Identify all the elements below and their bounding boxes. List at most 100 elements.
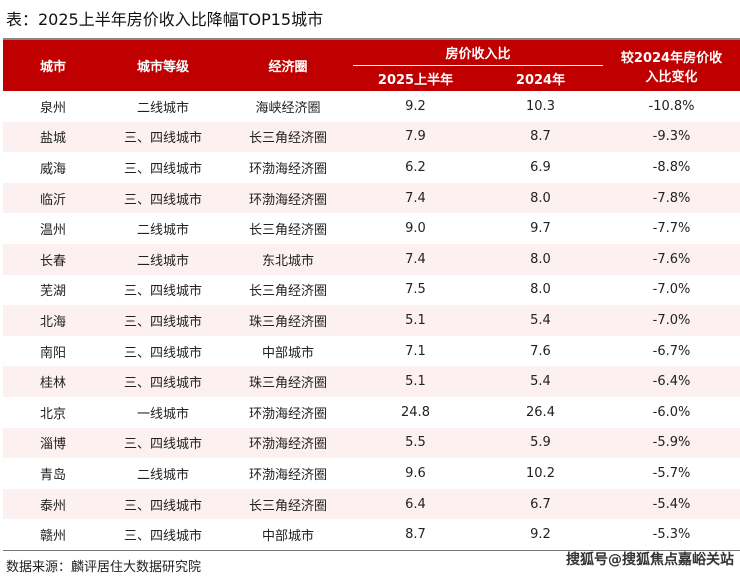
- cell-tier: 三、四线城市: [103, 488, 223, 520]
- cell-change: -5.3%: [603, 519, 740, 551]
- cell-change: -7.6%: [603, 243, 740, 275]
- cell-ratio-2025h1: 7.5: [405, 282, 426, 298]
- cell-zone: 长三角经济圈: [223, 121, 353, 153]
- cell-tier: 二线城市: [136, 223, 189, 239]
- header-change: 较2024年房价收入比变化: [603, 38, 740, 91]
- table-row: 南阳 三、四线城市 中部城市 7.1 7.6 -6.7%: [3, 336, 740, 367]
- table-row: 淄博 三、四线城市 环渤海经济圈 5.5 5.9 -5.9%: [3, 427, 740, 459]
- cell-ratio-2025h1: 7.4: [353, 182, 478, 214]
- cell-city: 北海: [3, 305, 103, 336]
- cell-zone: 长三角经济圈: [223, 488, 353, 520]
- cell-ratio-2024: 6.7: [478, 488, 603, 520]
- cell-tier: 三、四线城市: [103, 519, 223, 551]
- cell-ratio-2024: 6.9: [530, 159, 551, 175]
- cell-zone: 长三角经济圈: [248, 284, 327, 300]
- cell-city: 南阳: [39, 345, 66, 361]
- cell-tier: 三、四线城市: [103, 366, 223, 397]
- cell-change: -6.7%: [652, 343, 691, 359]
- table-row: 温州 二线城市 长三角经济圈 9.0 9.7 -7.7%: [3, 213, 740, 244]
- header-ratio-group: 房价收入比: [353, 38, 603, 66]
- table-row: 桂林 三、四线城市 珠三角经济圈 5.1 5.4 -6.4%: [3, 366, 740, 397]
- cell-ratio-2025h1: 5.5: [353, 427, 478, 459]
- table-row: 泰州 三、四线城市 长三角经济圈 6.4 6.7 -5.4%: [3, 488, 740, 520]
- cell-tier: 三、四线城市: [123, 284, 202, 300]
- cell-zone: 环渤海经济圈: [223, 427, 353, 459]
- cell-city: 盐城: [3, 121, 103, 153]
- cell-ratio-2024: 8.0: [530, 282, 551, 298]
- cell-tier: 三、四线城市: [103, 121, 223, 153]
- table-row: 临沂 三、四线城市 环渤海经济圈 7.4 8.0 -7.8%: [3, 182, 740, 214]
- cell-tier: 三、四线城市: [103, 305, 223, 336]
- cell-zone: 环渤海经济圈: [248, 467, 327, 483]
- cell-ratio-2025h1: 7.9: [353, 121, 478, 153]
- cell-tier: 二线城市: [136, 467, 189, 483]
- cell-ratio-2025h1: 6.2: [405, 159, 426, 175]
- cell-zone: 珠三角经济圈: [223, 366, 353, 397]
- cell-city: 青岛: [39, 467, 66, 483]
- cell-ratio-2024: 5.4: [478, 305, 603, 336]
- cell-tier: 三、四线城市: [123, 161, 202, 177]
- cell-change: -9.3%: [603, 121, 740, 153]
- table-row: 芜湖 三、四线城市 长三角经济圈 7.5 8.0 -7.0%: [3, 275, 740, 306]
- cell-change: -5.7%: [652, 465, 691, 481]
- cell-ratio-2025h1: 8.7: [353, 519, 478, 551]
- cell-zone: 环渤海经济圈: [248, 161, 327, 177]
- cell-ratio-2025h1: 9.2: [405, 98, 426, 114]
- cell-ratio-2025h1: 5.1: [353, 366, 478, 397]
- cell-tier: 二线城市: [136, 100, 189, 116]
- cell-change: -6.4%: [603, 366, 740, 397]
- table-row: 青岛 二线城市 环渤海经济圈 9.6 10.2 -5.7%: [3, 458, 740, 489]
- cell-zone: 环渤海经济圈: [248, 406, 327, 422]
- table-title: 表：2025上半年房价收入比降幅TOP15城市: [6, 10, 324, 29]
- cell-zone: 中部城市: [261, 345, 314, 361]
- cell-change: -5.4%: [603, 488, 740, 520]
- cell-tier: 三、四线城市: [103, 427, 223, 459]
- cell-city: 芜湖: [39, 284, 66, 300]
- cell-change: -10.8%: [648, 98, 695, 114]
- cell-ratio-2025h1: 9.0: [405, 221, 426, 237]
- header-city: 城市: [3, 38, 103, 91]
- cell-ratio-2024: 9.7: [530, 221, 551, 237]
- cell-city: 威海: [39, 161, 66, 177]
- cell-ratio-2025h1: 7.4: [353, 243, 478, 275]
- cell-city: 桂林: [3, 366, 103, 397]
- cell-zone: 东北城市: [223, 243, 353, 275]
- cell-change: -7.0%: [652, 282, 691, 298]
- watermark: 搜狐号@搜狐焦点嘉峪关站: [566, 552, 734, 568]
- cell-change: -6.0%: [652, 404, 691, 420]
- cell-change: -7.7%: [652, 221, 691, 237]
- cell-ratio-2024: 9.2: [478, 519, 603, 551]
- cell-ratio-2024: 5.4: [478, 366, 603, 397]
- cell-ratio-2024: 26.4: [526, 404, 555, 420]
- data-table: 城市 城市等级 经济圈 房价收入比 较2024年房价收入比变化 2025上半年 …: [3, 38, 740, 551]
- cell-ratio-2025h1: 5.1: [353, 305, 478, 336]
- header-2024: 2024年: [478, 65, 603, 91]
- cell-change: -5.9%: [603, 427, 740, 459]
- cell-city: 泰州: [3, 488, 103, 520]
- cell-city: 赣州: [3, 519, 103, 551]
- cell-ratio-2024: 8.0: [478, 243, 603, 275]
- cell-tier: 三、四线城市: [123, 345, 202, 361]
- cell-city: 临沂: [3, 182, 103, 214]
- cell-tier: 一线城市: [136, 406, 189, 422]
- cell-change: -8.8%: [652, 159, 691, 175]
- cell-city: 北京: [39, 406, 66, 422]
- cell-zone: 中部城市: [223, 519, 353, 551]
- header-tier: 城市等级: [103, 38, 223, 91]
- cell-tier: 二线城市: [103, 243, 223, 275]
- cell-zone: 环渤海经济圈: [223, 182, 353, 214]
- cell-change: -7.0%: [603, 305, 740, 336]
- cell-city: 温州: [39, 223, 66, 239]
- cell-zone: 海峡经济圈: [255, 100, 321, 116]
- cell-tier: 三、四线城市: [103, 182, 223, 214]
- table-row: 威海 三、四线城市 环渤海经济圈 6.2 6.9 -8.8%: [3, 152, 740, 183]
- cell-city: 淄博: [3, 427, 103, 459]
- cell-city: 长春: [3, 243, 103, 275]
- table-row: 盐城 三、四线城市 长三角经济圈 7.9 8.7 -9.3%: [3, 121, 740, 153]
- cell-ratio-2024: 10.3: [526, 98, 555, 114]
- cell-ratio-2025h1: 6.4: [353, 488, 478, 520]
- cell-ratio-2024: 8.0: [478, 182, 603, 214]
- table-row: 北海 三、四线城市 珠三角经济圈 5.1 5.4 -7.0%: [3, 305, 740, 336]
- table-row: 北京 一线城市 环渤海经济圈 24.8 26.4 -6.0%: [3, 397, 740, 428]
- source-note: 数据来源：麟评居住大数据研究院: [6, 560, 202, 575]
